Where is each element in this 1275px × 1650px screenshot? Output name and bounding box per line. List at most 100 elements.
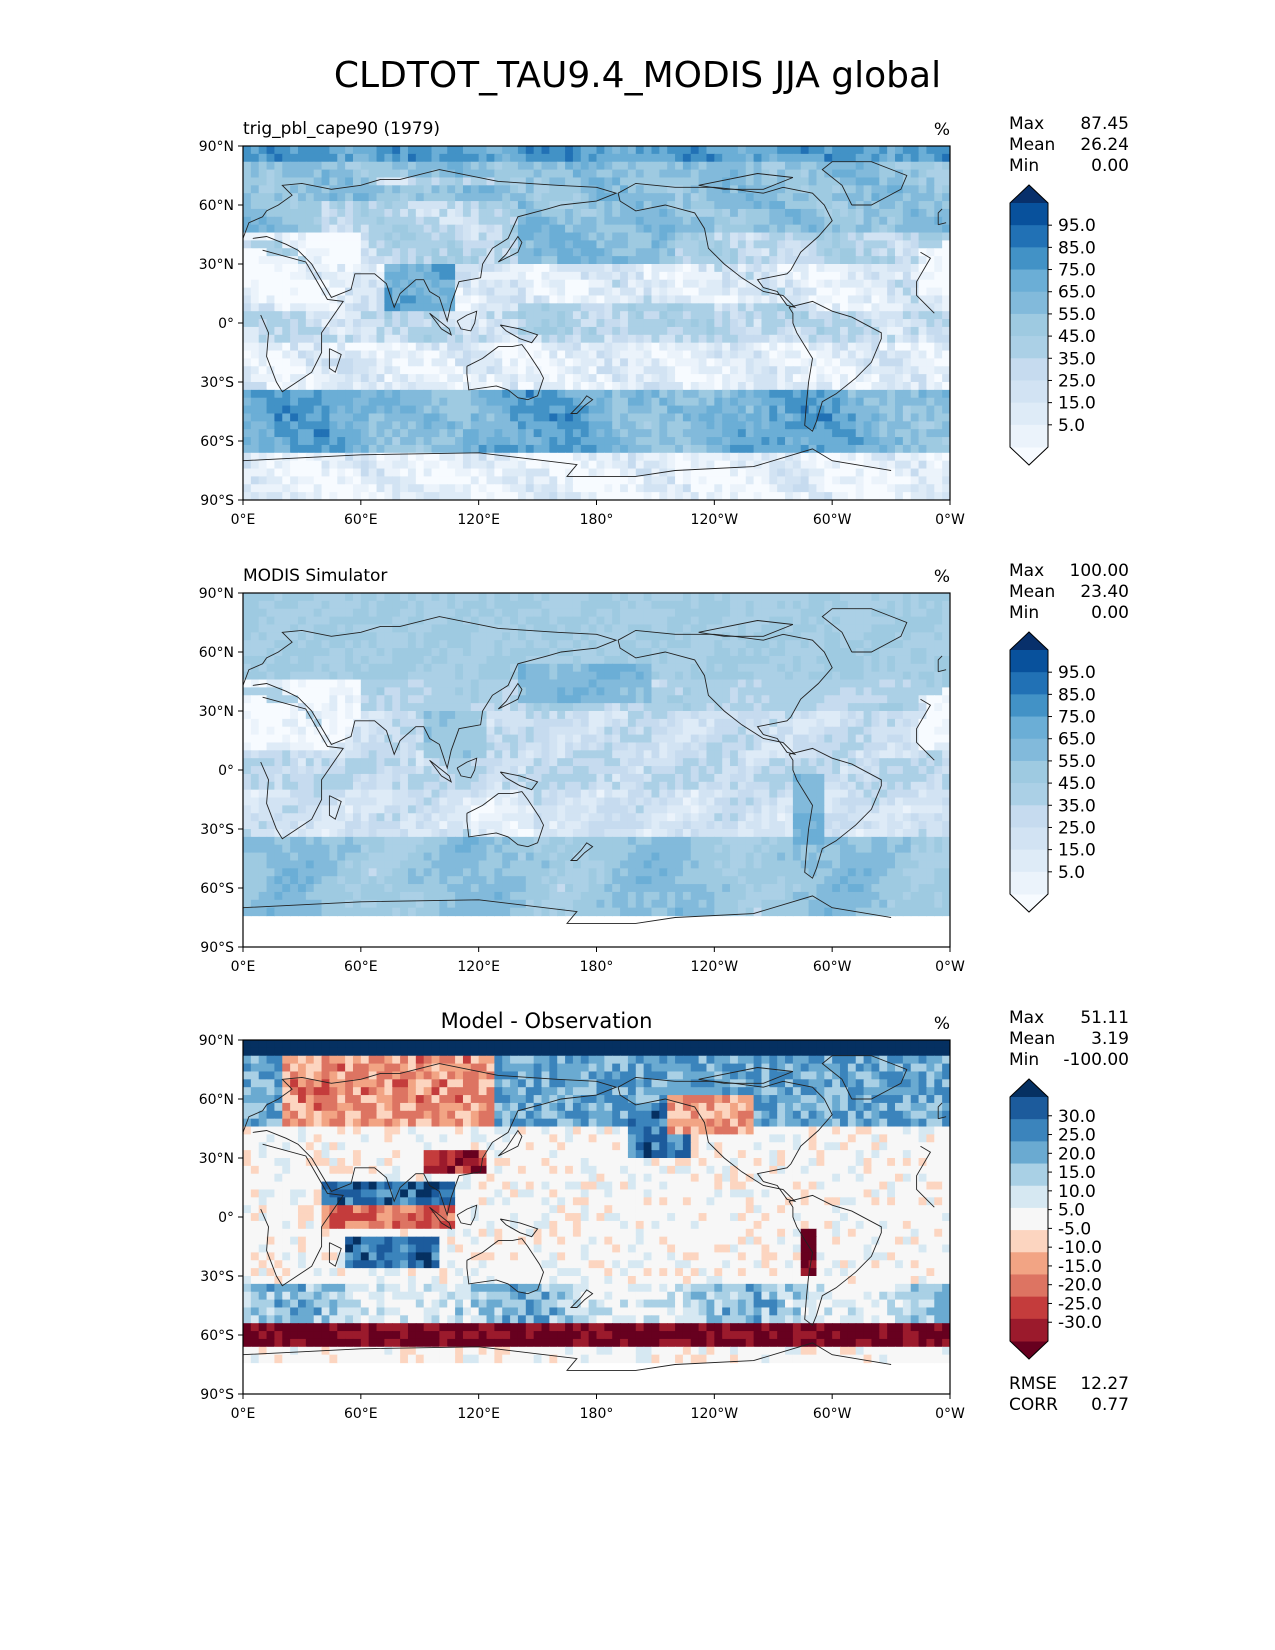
heatmap-cell (250, 193, 260, 202)
heatmap-cell (376, 397, 385, 407)
heatmap-cell (392, 216, 401, 226)
heatmap-cell (588, 342, 598, 352)
coastline (698, 173, 794, 190)
heatmap-cell (455, 452, 464, 462)
heatmap-cell (824, 397, 833, 407)
heatmap-cell (651, 161, 660, 171)
heatmap-cell (572, 444, 582, 454)
heatmap-cell (549, 358, 558, 367)
heatmap-cell (604, 608, 613, 618)
heatmap-cell (690, 358, 700, 367)
heatmap-cell (352, 264, 362, 273)
heatmap-cell (588, 624, 598, 633)
heatmap-cell (360, 663, 370, 673)
heatmap-cell (345, 655, 354, 665)
heatmap-cell (392, 240, 401, 249)
heatmap-cell (675, 593, 684, 602)
heatmap-cell (541, 311, 550, 320)
heatmap-cell (321, 640, 331, 649)
heatmap-cell (502, 264, 511, 273)
heatmap-cell (588, 146, 598, 155)
heatmap-cell (635, 413, 645, 422)
heatmap-cell (840, 169, 849, 179)
heatmap-cell (887, 632, 896, 641)
heatmap-cell (745, 248, 755, 257)
heatmap-cell (722, 303, 731, 312)
heatmap-cell (863, 193, 873, 202)
heatmap-cell (863, 632, 873, 641)
heatmap-cell (627, 476, 637, 485)
heatmap-cell (604, 287, 613, 297)
heatmap-cell (840, 279, 849, 289)
heatmap-cell (510, 663, 519, 673)
heatmap-cell (565, 287, 574, 297)
heatmap-cell (698, 146, 708, 155)
heatmap-cell (305, 460, 315, 470)
heatmap-cell (879, 185, 888, 194)
heatmap-cell (423, 185, 433, 194)
heatmap-cell (847, 319, 857, 328)
heatmap-cell (761, 271, 770, 281)
heatmap-cell (258, 240, 268, 249)
heatmap-cell (329, 397, 338, 407)
heatmap-cell (305, 185, 315, 194)
heatmap-cell (321, 413, 331, 422)
heatmap-cell (345, 224, 354, 234)
heatmap-cell (274, 366, 283, 375)
heatmap-cell (604, 460, 613, 470)
heatmap-cell (502, 161, 511, 171)
heatmap-cell (902, 295, 912, 304)
heatmap-cell (462, 271, 472, 281)
heatmap-cell (612, 616, 621, 626)
heatmap-cell (902, 593, 912, 602)
heatmap-cell (730, 429, 739, 438)
heatmap-cell (431, 216, 440, 226)
heatmap-cell (533, 593, 543, 602)
heatmap-cell (659, 655, 668, 665)
heatmap-cell (832, 374, 841, 383)
heatmap-cell (879, 358, 888, 367)
heatmap-cell (439, 444, 448, 454)
heatmap-cell (690, 374, 700, 383)
heatmap-cell (360, 484, 370, 493)
heatmap-cell (596, 366, 605, 375)
heatmap-cell (620, 232, 629, 241)
heatmap-cell (730, 334, 739, 344)
heatmap-cell (824, 311, 833, 320)
heatmap-cell (887, 311, 896, 320)
heatmap-cell (706, 413, 715, 422)
heatmap-cell (698, 484, 708, 493)
heatmap-cell (525, 616, 535, 626)
heatmap-cell (879, 593, 888, 602)
heatmap-cell (250, 476, 260, 485)
heatmap-cell (565, 146, 574, 155)
heatmap-cell (895, 350, 904, 359)
heatmap-cell (557, 216, 566, 226)
heatmap-cell (816, 397, 825, 407)
heatmap-cell (423, 319, 433, 328)
heatmap-cell (926, 248, 935, 257)
heatmap-cell (785, 342, 794, 352)
heatmap-cell (863, 185, 873, 194)
heatmap-cell (769, 655, 778, 665)
heatmap-cell (635, 437, 645, 446)
heatmap-cell (447, 413, 456, 422)
heatmap-cell (863, 405, 873, 415)
heatmap-cell (588, 350, 598, 359)
heatmap-cell (832, 256, 841, 265)
heatmap-cell (934, 201, 943, 210)
heatmap-cell (478, 216, 488, 226)
heatmap-cell (297, 366, 307, 375)
heatmap-cell (895, 452, 904, 462)
heatmap-cell (243, 444, 252, 454)
heatmap-cell (620, 264, 629, 273)
heatmap-cell (604, 326, 613, 336)
heatmap-cell (596, 616, 605, 626)
heatmap-cell (800, 208, 810, 218)
heatmap-cell (494, 444, 503, 454)
heatmap-cell (730, 193, 739, 202)
heatmap-cell (321, 201, 331, 210)
heatmap-cell (926, 295, 935, 304)
lon-tick-label: 0°W (935, 512, 965, 528)
heatmap-cell (596, 248, 605, 257)
